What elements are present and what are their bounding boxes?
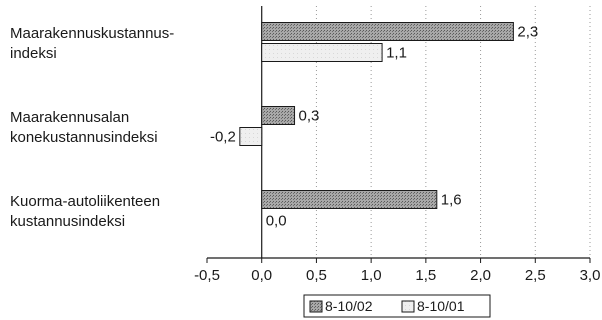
category-label-line: Maarakennusalan <box>10 109 129 126</box>
category-label-line: konekustannusindeksi <box>10 129 158 146</box>
x-tick-label: 0,0 <box>251 267 272 284</box>
data-label: 0,3 <box>299 108 320 125</box>
category-label-line: Maarakennuskustannus- <box>10 25 174 42</box>
x-tick-label: 1,5 <box>415 267 436 284</box>
data-label: 1,6 <box>441 192 462 209</box>
legend-label: 8-10/01 <box>417 298 465 314</box>
x-tick-label: 3,0 <box>580 267 601 284</box>
legend-swatch <box>309 300 323 313</box>
legend-swatch <box>401 300 415 313</box>
data-label: 0,0 <box>266 213 287 230</box>
category-label-line: Kuorma-autoliikenteen <box>10 193 160 210</box>
category-label-line: indeksi <box>10 45 57 62</box>
x-tick-label: 2,0 <box>470 267 491 284</box>
data-label: 1,1 <box>386 45 407 62</box>
x-tick-label: -0,5 <box>194 267 220 284</box>
bar-8-10/01 <box>239 127 263 146</box>
category-label: Kuorma-autoliikenteen kustannusindeksi <box>10 193 160 230</box>
data-label: 2,3 <box>517 24 538 41</box>
x-tick-label: 0,5 <box>306 267 327 284</box>
x-tick-label: 2,5 <box>525 267 546 284</box>
category-label: Maarakennusalan konekustannusindeksi <box>10 109 158 146</box>
legend-box <box>303 294 491 318</box>
category-label-line: kustannusindeksi <box>10 213 125 230</box>
x-tick-label: 1,0 <box>361 267 382 284</box>
bar-8-10/02 <box>261 22 514 41</box>
bar-8-10/02 <box>261 190 438 209</box>
bar-8-10/02 <box>261 106 296 125</box>
bar-8-10/01 <box>261 43 383 62</box>
legend-label: 8-10/02 <box>325 298 373 314</box>
data-label: -0,2 <box>210 129 236 146</box>
category-label: Maarakennuskustannus-indeksi <box>10 25 174 62</box>
